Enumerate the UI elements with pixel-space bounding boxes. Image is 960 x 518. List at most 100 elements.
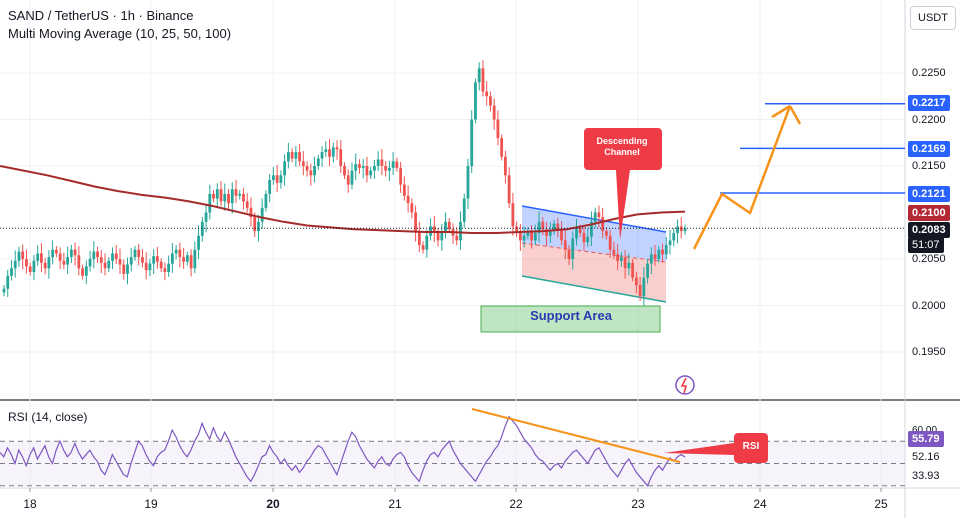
candle-body	[612, 249, 616, 255]
candle-body	[10, 268, 13, 276]
candle-body	[28, 266, 32, 273]
candle-body	[253, 217, 257, 232]
candle-body	[99, 257, 103, 263]
replay-icon-bolt	[680, 377, 688, 394]
candle-body	[152, 256, 156, 264]
candle-body	[605, 231, 608, 236]
candle-body	[144, 262, 148, 271]
candle-body	[619, 257, 623, 261]
candle-body	[492, 105, 496, 120]
candle-body	[272, 175, 275, 180]
candle-body	[170, 253, 174, 264]
candle-body	[212, 193, 215, 199]
candle-body	[208, 193, 212, 213]
candle-body	[197, 235, 200, 250]
candle-body	[47, 257, 51, 269]
candle-body	[545, 229, 548, 236]
candle-body	[646, 263, 649, 278]
ma-value-tag: 0.2100	[908, 205, 950, 221]
candle-body	[268, 179, 272, 194]
currency-button[interactable]: USDT	[910, 6, 956, 30]
candle-body	[653, 254, 657, 259]
candle-body	[96, 251, 99, 258]
level-tag-0.2217: 0.2217	[908, 95, 950, 111]
candle-body	[189, 255, 193, 269]
candle-body	[126, 264, 129, 274]
rsi-value-tag: 55.79	[908, 431, 944, 447]
candle-body	[361, 166, 365, 168]
date-tick: 21	[388, 497, 402, 511]
date-tick: 25	[874, 497, 888, 511]
candle-body	[668, 240, 672, 246]
candle-body	[578, 228, 582, 233]
price-tick: 0.2050	[912, 253, 946, 265]
candle-body	[223, 193, 227, 202]
candle-body	[257, 221, 260, 232]
candle-body	[470, 119, 474, 166]
price-tick: 0.2150	[912, 160, 946, 172]
candle-body	[107, 260, 111, 269]
candle-body	[275, 175, 279, 183]
candle-body	[283, 161, 287, 176]
level-tag-0.2121: 0.2121	[908, 186, 950, 202]
rsi-tick: 52.16	[912, 451, 940, 463]
candle-body	[328, 149, 331, 157]
candle-body	[69, 249, 73, 258]
candle-body	[518, 231, 522, 241]
candle-body	[227, 193, 230, 204]
last-price-tag: 0.2083	[908, 222, 950, 238]
candle-body	[406, 195, 410, 204]
candle-body	[638, 285, 642, 297]
channel-midline	[521, 242, 667, 263]
candle-body	[174, 249, 178, 254]
candle-body	[84, 266, 88, 276]
candle-body	[40, 253, 43, 263]
candle-body	[279, 175, 283, 183]
candle-body	[54, 249, 58, 254]
candle-body	[410, 203, 414, 213]
candle-body	[380, 159, 384, 166]
candle-body	[114, 253, 118, 259]
candle-body	[421, 245, 425, 250]
candle-body	[77, 255, 81, 269]
candle-body	[447, 221, 451, 230]
candle-body	[649, 254, 653, 264]
rsi-divergence-line	[471, 408, 681, 463]
candle-body	[309, 170, 313, 176]
candle-body	[575, 228, 578, 239]
candle-body	[215, 189, 219, 199]
candle-body	[365, 166, 369, 176]
candle-body	[238, 193, 242, 196]
candle-body	[25, 259, 28, 267]
candle-body	[148, 263, 152, 271]
candle-body	[384, 166, 388, 171]
candle-body	[234, 189, 238, 196]
candle-body	[560, 229, 563, 241]
date-tick: 19	[144, 497, 158, 511]
candle-body	[627, 262, 631, 269]
candle-body	[530, 231, 533, 241]
replay-icon	[675, 375, 695, 395]
candle-body	[335, 147, 339, 150]
candle-body	[563, 240, 567, 250]
candle-body	[129, 257, 133, 265]
candle-body	[249, 207, 253, 218]
candle-body	[657, 249, 661, 259]
date-tick: 22	[509, 497, 523, 511]
candle-body	[608, 235, 612, 250]
candle-body	[141, 257, 144, 263]
candle-body	[301, 161, 305, 166]
candle-body	[111, 253, 114, 261]
candle-body	[567, 249, 571, 259]
candle-body	[163, 268, 167, 273]
channel-lower-line	[521, 275, 667, 303]
candle-body	[294, 152, 298, 159]
candle-body	[500, 138, 504, 157]
candle-body	[533, 232, 537, 241]
rsi-tick: 33.93	[912, 470, 940, 482]
candle-body	[537, 221, 541, 233]
candle-body	[193, 249, 197, 269]
candle-body	[88, 259, 92, 267]
candle-body	[466, 166, 470, 199]
candle-body	[616, 254, 620, 261]
